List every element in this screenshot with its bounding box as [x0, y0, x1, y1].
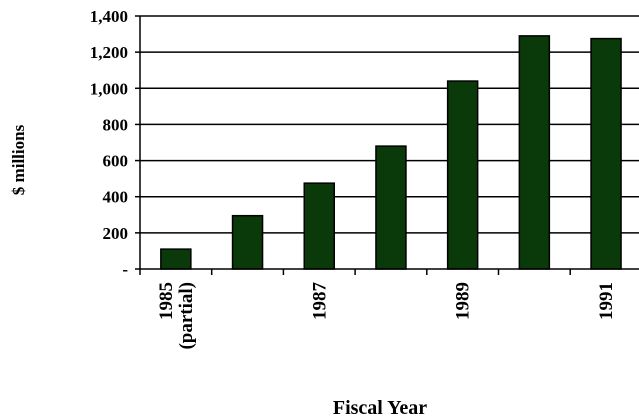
bar	[375, 145, 407, 270]
x-tick-label: 1989	[453, 282, 474, 320]
bar	[446, 80, 479, 270]
y-tick-label: 600	[103, 152, 129, 171]
y-tick-label: 1,000	[90, 79, 128, 98]
y-tick-label: 200	[103, 224, 129, 243]
bar	[590, 37, 622, 270]
y-tick-label: 400	[103, 188, 129, 207]
y-tick-label: 800	[103, 115, 129, 134]
y-axis-title: $ millions	[9, 124, 28, 195]
axes	[135, 15, 639, 275]
bar	[160, 248, 192, 270]
y-tick-label: 1,200	[90, 43, 128, 62]
y-tick-label: -	[122, 260, 128, 279]
bar	[231, 214, 264, 270]
x-tick-label: 1987	[309, 282, 330, 321]
y-tick-label: 1,400	[90, 7, 128, 26]
x-tick-label: (partial)	[176, 282, 197, 350]
bars	[160, 35, 622, 270]
x-tick-label: 1985	[156, 282, 177, 320]
bar	[518, 35, 551, 270]
y-tick-labels: - 200 400 600 800 1,000 1,200 1,400	[90, 7, 129, 279]
x-tick-label: 1991	[596, 282, 617, 320]
bar	[303, 182, 335, 270]
x-axis-title: Fiscal Year	[333, 397, 427, 419]
x-tick-labels: 1985 (partial) 1987 1989 1991	[156, 282, 617, 350]
